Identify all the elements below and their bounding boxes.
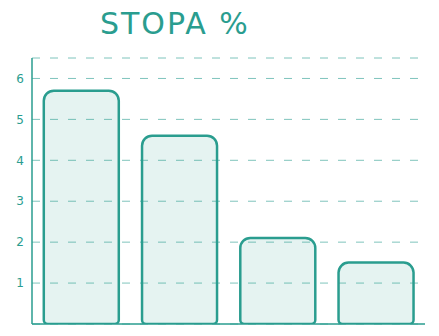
html-text:STOPA %: STOPA % <box>100 6 250 41</box>
svg-text:2: 2 <box>16 235 24 249</box>
svg-text:6: 6 <box>16 72 24 86</box>
svg-text:4: 4 <box>16 154 24 168</box>
svg-text:5: 5 <box>16 113 24 127</box>
svg-text:3: 3 <box>16 194 24 208</box>
svg-text:1: 1 <box>16 276 24 290</box>
